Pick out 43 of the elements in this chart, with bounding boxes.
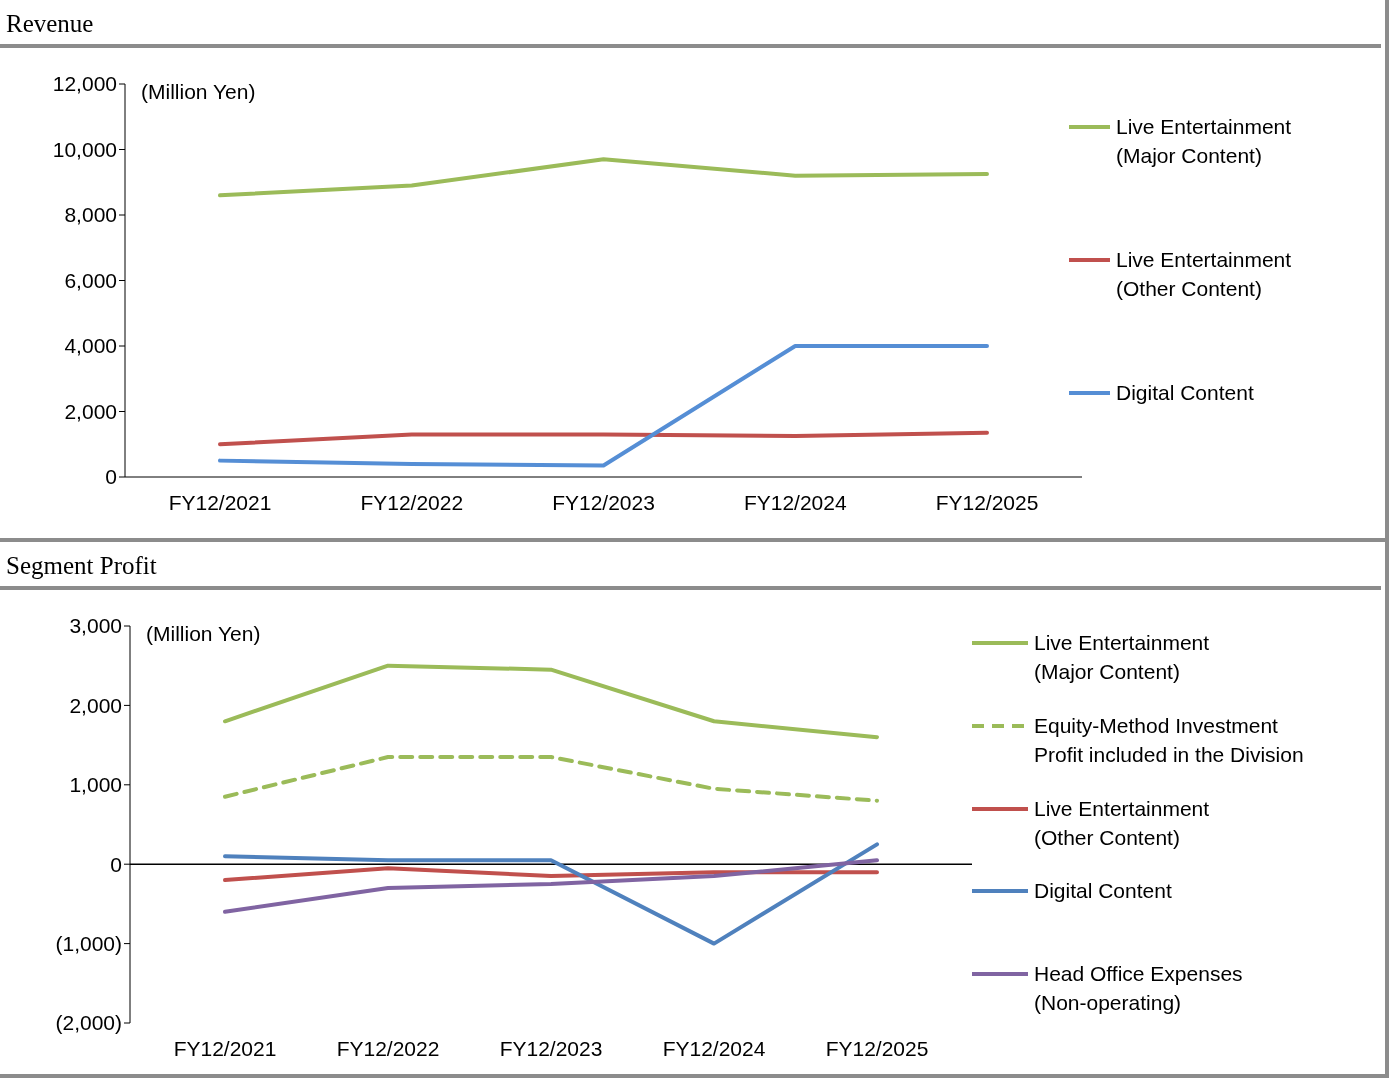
y-tick-label: 0 xyxy=(110,852,122,876)
y-axis-title: (Million Yen) xyxy=(146,622,261,646)
x-tick-label: FY12/2021 xyxy=(168,490,272,514)
y-tick-label: (1,000) xyxy=(55,932,122,956)
y-tick-label: 3,000 xyxy=(69,614,122,638)
legend-label: Head Office Expenses (Non-operating) xyxy=(1034,961,1243,1016)
y-tick-label: (2,000) xyxy=(55,1011,122,1035)
x-tick-label: FY12/2023 xyxy=(552,490,655,514)
x-tick-label: FY12/2025 xyxy=(825,1036,929,1060)
y-tick-label: 6,000 xyxy=(64,268,117,292)
line-series xyxy=(223,755,879,803)
x-tick-label: FY12/2025 xyxy=(935,490,1039,514)
legend-label: Live Entertainment (Major Content) xyxy=(1116,114,1292,169)
legend-label: Live Entertainment (Other Content) xyxy=(1116,247,1292,302)
line-series xyxy=(218,157,989,198)
legend-label: Digital Content xyxy=(1116,380,1254,406)
y-tick-label: 4,000 xyxy=(64,334,117,358)
line-series xyxy=(218,430,989,447)
legend-label: Live Entertainment (Major Content) xyxy=(1034,630,1210,685)
legend-label: Digital Content xyxy=(1034,878,1172,904)
x-tick-label: FY12/2021 xyxy=(173,1036,277,1060)
y-tick-label: 0 xyxy=(105,465,117,489)
chart-title: Segment Profit xyxy=(0,542,1381,590)
y-axis-title: (Million Yen) xyxy=(141,80,256,104)
y-tick-label: 10,000 xyxy=(52,137,117,161)
legend-label: Equity-Method Investment Profit included in the Division xyxy=(1034,713,1304,768)
legend-label: Live Entertainment (Other Content) xyxy=(1034,796,1210,851)
x-tick-label: FY12/2023 xyxy=(499,1036,603,1060)
y-tick-label: 2,000 xyxy=(64,399,117,423)
y-tick-label: 12,000 xyxy=(52,72,117,96)
line-series xyxy=(223,866,879,883)
line-series xyxy=(223,663,879,740)
line-series xyxy=(223,858,879,914)
x-tick-label: FY12/2022 xyxy=(360,490,464,514)
line-series xyxy=(218,344,989,468)
chart-title: Revenue xyxy=(0,0,1381,48)
x-tick-label: FY12/2024 xyxy=(743,490,847,514)
x-tick-label: FY12/2024 xyxy=(662,1036,766,1060)
y-tick-label: 2,000 xyxy=(69,693,122,717)
line-series xyxy=(223,842,879,946)
y-tick-label: 8,000 xyxy=(64,203,117,227)
x-tick-label: FY12/2022 xyxy=(336,1036,440,1060)
y-tick-label: 1,000 xyxy=(69,773,122,797)
